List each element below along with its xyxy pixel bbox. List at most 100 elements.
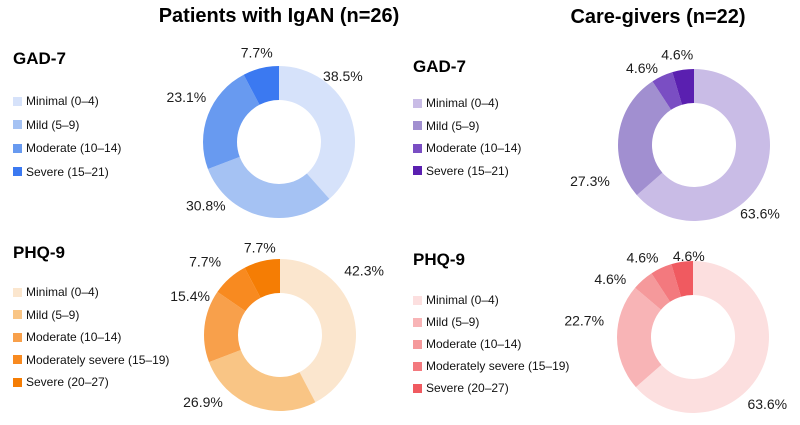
legend-item: Mild (5–9) — [413, 120, 479, 132]
legend-swatch-icon — [413, 295, 422, 305]
legend-item: Minimal (0–4) — [13, 286, 99, 298]
legend-label: Severe (15–21) — [426, 163, 509, 178]
legend-item: Severe (15–21) — [413, 165, 509, 177]
donut-slice-severe — [671, 261, 693, 297]
percent-label: 15.4% — [170, 288, 210, 304]
legend-item: Moderate (10–14) — [413, 142, 521, 154]
legend-item: Minimal (0–4) — [413, 97, 499, 109]
legend-label: Minimal (0–4) — [26, 94, 99, 108]
percent-label: 7.7% — [241, 45, 273, 61]
legend-swatch-icon — [413, 98, 422, 108]
legend-item: Mild (5–9) — [13, 119, 79, 131]
legend-swatch-icon — [13, 287, 22, 297]
donut-chart-phq9-caregivers: 63.6%22.7%4.6%4.6% 4.6% — [564, 248, 787, 413]
legend-item: Severe (20–27) — [13, 376, 109, 388]
legend-label: Moderately severe (15–19) — [26, 352, 170, 367]
percent-label: 26.9% — [183, 394, 223, 410]
legend-label: Severe (20–27) — [26, 375, 109, 389]
legend-item: Moderate (10–14) — [13, 331, 121, 343]
legend-item: Severe (15–21) — [13, 166, 109, 178]
percent-label: 63.6% — [740, 205, 780, 221]
percent-label: 23.1% — [167, 89, 207, 105]
percent-label: 63.6% — [747, 396, 787, 412]
legend-item: Moderately severe (15–19) — [413, 360, 569, 372]
scale-label-gad7-caregivers: GAD-7 — [413, 57, 466, 76]
legend-label: Mild (5–9) — [426, 315, 480, 329]
percent-label: 4.6% — [661, 47, 693, 63]
scale-label-phq9-caregivers: PHQ-9 — [413, 250, 465, 269]
percent-label: 4.6% — [627, 250, 659, 266]
legend-swatch-icon — [13, 120, 22, 129]
percent-label: 30.8% — [186, 198, 226, 214]
percent-label: 38.5% — [323, 68, 363, 84]
donut-chart-phq9-patients: 42.3% 26.9% 15.4% 7.7% 7.7% — [170, 239, 384, 412]
legend-label: Severe (15–21) — [26, 164, 109, 179]
scale-label-phq9-patients: PHQ-9 — [13, 243, 65, 262]
legend-item: Minimal (0–4) — [13, 95, 99, 107]
legend-swatch-icon — [13, 143, 22, 153]
donut-slice-moderately — [217, 267, 261, 312]
legend-swatch-icon — [413, 339, 422, 349]
legend-item: Mild (5–9) — [413, 316, 479, 328]
donut-slice-minimal — [635, 261, 770, 413]
donut-slice-moderate — [203, 74, 260, 169]
percent-label: 7.7% — [189, 253, 221, 269]
legend-swatch-icon — [413, 121, 422, 130]
column-title-patients: Patients with IgAN (n=26) — [158, 5, 400, 27]
legend-item: Severe (20–27) — [413, 382, 509, 394]
scale-label-gad7-patients: GAD-7 — [13, 49, 66, 68]
percent-label: 4.6% — [626, 60, 658, 76]
donut-slice-minimal — [279, 66, 356, 199]
legend-swatch-icon — [13, 310, 22, 319]
donut-chart-gad7-patients: 38.5% 30.8% 23.1% 7.7% — [167, 45, 363, 219]
column-title-caregivers: Care-givers (n=22) — [570, 6, 746, 28]
legend-swatch-icon — [13, 96, 22, 106]
legend-item: Moderate (10–14) — [13, 142, 121, 154]
legend-label: Moderate (10–14) — [26, 141, 122, 155]
legend-item: Minimal (0–4) — [413, 294, 499, 306]
legend-item: Moderate (10–14) — [413, 338, 521, 350]
legend-label: Mild (5–9) — [26, 307, 80, 322]
donut-slice-severe — [672, 69, 694, 105]
legend-label: Mild (5–9) — [426, 118, 480, 133]
legend-swatch-icon — [413, 143, 422, 153]
legend-item: Moderately severe (15–19) — [13, 354, 169, 366]
legend-label: Moderate (10–14) — [26, 330, 122, 344]
legend-label: Mild (5–9) — [26, 117, 80, 132]
donut-slice-minimal — [636, 69, 771, 221]
percent-label: 27.3% — [570, 173, 610, 189]
legend-swatch-icon — [13, 355, 22, 364]
percent-label: 7.7% — [244, 239, 276, 255]
donut-slice-mild — [208, 349, 316, 412]
donut-slice-moderate — [635, 273, 671, 310]
legend-swatch-icon — [13, 332, 22, 342]
donut-slice-severe — [244, 259, 280, 298]
legend-item: Mild (5–9) — [13, 309, 79, 321]
donut-slice-mild — [207, 156, 330, 219]
legend-swatch-icon — [413, 317, 422, 327]
legend-label: Moderately severe (15–19) — [426, 359, 570, 373]
legend-label: Minimal (0–4) — [426, 293, 499, 307]
legend-swatch-icon — [13, 377, 22, 387]
legend-label: Minimal (0–4) — [426, 96, 499, 110]
donut-chart-gad7-caregivers: 63.6% 27.3% 4.6%4.6% — [570, 47, 780, 222]
percent-label: 22.7% — [564, 313, 604, 329]
legend-label: Severe (20–27) — [426, 381, 509, 395]
percent-label: 4.6% — [673, 248, 705, 264]
legend-swatch-icon — [13, 167, 22, 176]
legend-label: Moderate (10–14) — [426, 337, 522, 351]
donut-slice-moderate — [652, 72, 683, 110]
percent-label: 42.3% — [344, 263, 384, 279]
legend-label: Minimal (0–4) — [26, 285, 99, 299]
percent-label: 4.6% — [594, 271, 626, 287]
donut-slice-moderately — [651, 264, 682, 302]
legend-swatch-icon — [413, 361, 422, 371]
legend-label: Moderate (10–14) — [426, 141, 522, 155]
donut-slice-mild — [617, 81, 672, 196]
legend-swatch-icon — [413, 166, 422, 175]
donut-slice-moderate — [203, 291, 246, 363]
donut-slice-severe — [243, 66, 279, 105]
legend-swatch-icon — [413, 383, 422, 393]
donut-slice-minimal — [280, 259, 357, 403]
